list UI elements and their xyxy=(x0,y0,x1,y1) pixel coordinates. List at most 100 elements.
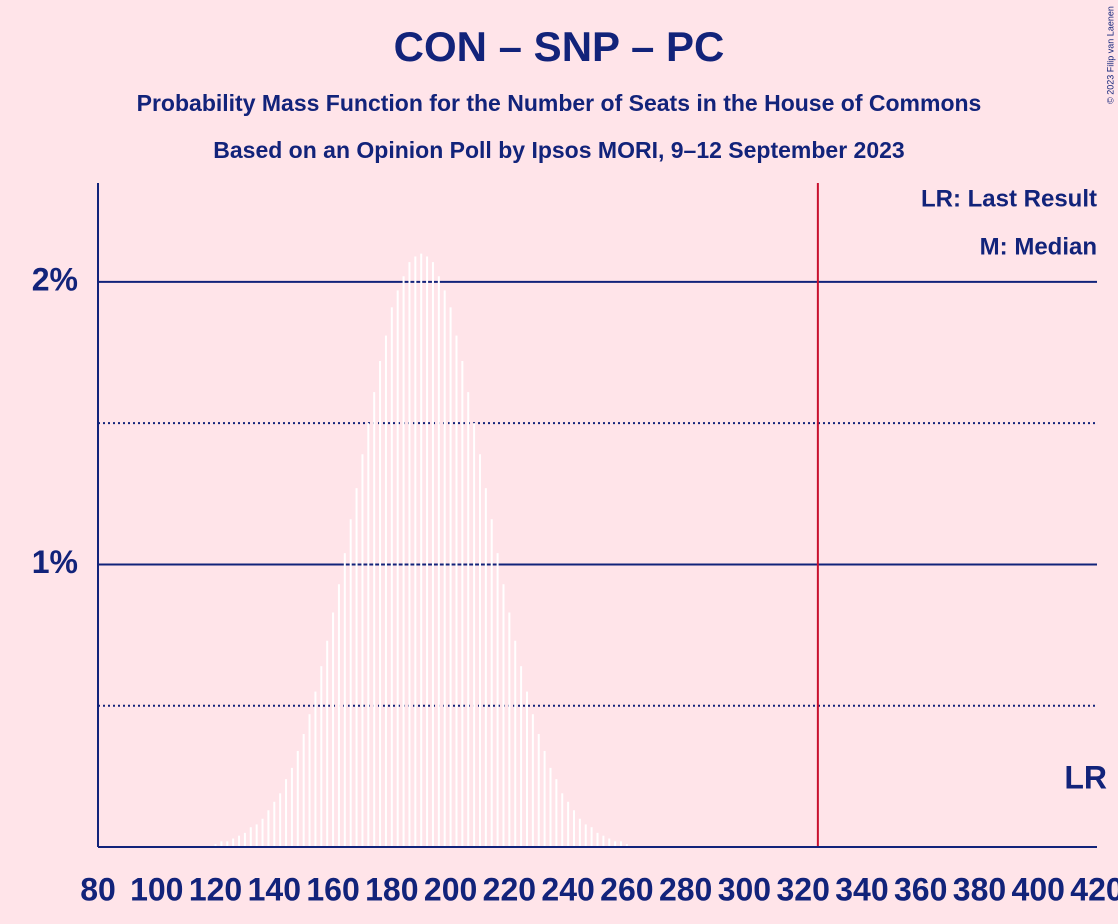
bar xyxy=(390,307,393,848)
bar xyxy=(478,454,481,847)
bar xyxy=(508,612,511,847)
bar xyxy=(502,584,505,847)
chart-title: CON – SNP – PC xyxy=(394,23,725,70)
bar xyxy=(602,835,605,847)
bar xyxy=(332,612,335,847)
x-tick-label: 420 xyxy=(1070,871,1118,907)
bar xyxy=(443,290,446,847)
bar xyxy=(572,810,575,847)
bar xyxy=(525,691,528,847)
bar xyxy=(238,835,241,847)
bar xyxy=(343,553,346,847)
bar xyxy=(543,750,546,847)
chart-subtitle: Based on an Opinion Poll by Ipsos MORI, … xyxy=(213,137,904,163)
bar xyxy=(349,519,352,847)
bar xyxy=(255,824,258,847)
bar xyxy=(373,392,376,847)
bar xyxy=(449,307,452,848)
x-tick-label: 180 xyxy=(365,871,418,907)
bar xyxy=(496,553,499,847)
x-tick-label: 380 xyxy=(953,871,1006,907)
x-tick-label: 260 xyxy=(600,871,653,907)
bar xyxy=(279,793,282,847)
bar xyxy=(461,361,464,847)
bar xyxy=(320,666,323,847)
bar xyxy=(226,841,229,847)
x-tick-label: 240 xyxy=(541,871,594,907)
x-tick-label: 160 xyxy=(306,871,359,907)
bar xyxy=(214,844,217,847)
bar xyxy=(261,818,264,847)
legend-entry: M: Median xyxy=(980,233,1097,260)
bar xyxy=(243,832,246,847)
copyright: © 2023 Filip van Laenen xyxy=(1105,6,1115,104)
x-tick-label: 200 xyxy=(424,871,477,907)
bar xyxy=(520,666,523,847)
x-tick-label: 300 xyxy=(718,871,771,907)
bar xyxy=(402,276,405,847)
bar xyxy=(302,733,305,847)
x-tick-label: 280 xyxy=(659,871,712,907)
bar xyxy=(561,793,564,847)
bar xyxy=(337,584,340,847)
bar xyxy=(267,810,270,847)
bar xyxy=(420,253,423,847)
bar xyxy=(620,841,623,847)
bar xyxy=(220,841,223,847)
bar xyxy=(290,767,293,847)
bar xyxy=(514,640,517,847)
bar xyxy=(426,256,429,847)
bar xyxy=(414,256,417,847)
bar xyxy=(285,779,288,847)
bar xyxy=(567,801,570,847)
x-tick-label: 80 xyxy=(80,871,116,907)
bar xyxy=(625,844,628,847)
bar xyxy=(326,640,329,847)
x-tick-label: 220 xyxy=(483,871,536,907)
bar xyxy=(396,290,399,847)
chart-subtitle: Probability Mass Function for the Number… xyxy=(137,90,982,116)
bar xyxy=(549,767,552,847)
bar xyxy=(455,335,458,847)
bar xyxy=(473,423,476,847)
x-tick-label: 360 xyxy=(894,871,947,907)
bar xyxy=(408,262,411,848)
bar xyxy=(361,454,364,847)
x-tick-label: 120 xyxy=(189,871,242,907)
y-tick-label: 1% xyxy=(32,544,78,580)
bar xyxy=(614,841,617,847)
bar xyxy=(314,691,317,847)
bar xyxy=(590,827,593,847)
bar xyxy=(249,827,252,847)
bar xyxy=(578,818,581,847)
y-tick-label: 2% xyxy=(32,261,78,297)
last-result-label: LR xyxy=(1064,759,1107,795)
bar xyxy=(531,714,534,847)
x-tick-label: 140 xyxy=(248,871,301,907)
bar xyxy=(273,801,276,847)
bar xyxy=(437,276,440,847)
x-tick-label: 400 xyxy=(1012,871,1065,907)
bar xyxy=(484,488,487,847)
bar xyxy=(384,335,387,847)
bar xyxy=(296,750,299,847)
bar xyxy=(355,488,358,847)
bar xyxy=(379,361,382,847)
bar xyxy=(537,733,540,847)
bar xyxy=(490,519,493,847)
legend-entry: LR: Last Result xyxy=(921,185,1097,212)
bar xyxy=(555,779,558,847)
x-tick-label: 100 xyxy=(130,871,183,907)
bar xyxy=(431,262,434,848)
x-tick-label: 320 xyxy=(776,871,829,907)
bar xyxy=(608,838,611,847)
x-tick-label: 340 xyxy=(835,871,888,907)
bar xyxy=(232,838,235,847)
bar xyxy=(467,392,470,847)
bar xyxy=(584,824,587,847)
bar xyxy=(308,714,311,847)
bar xyxy=(367,423,370,847)
bar xyxy=(596,832,599,847)
